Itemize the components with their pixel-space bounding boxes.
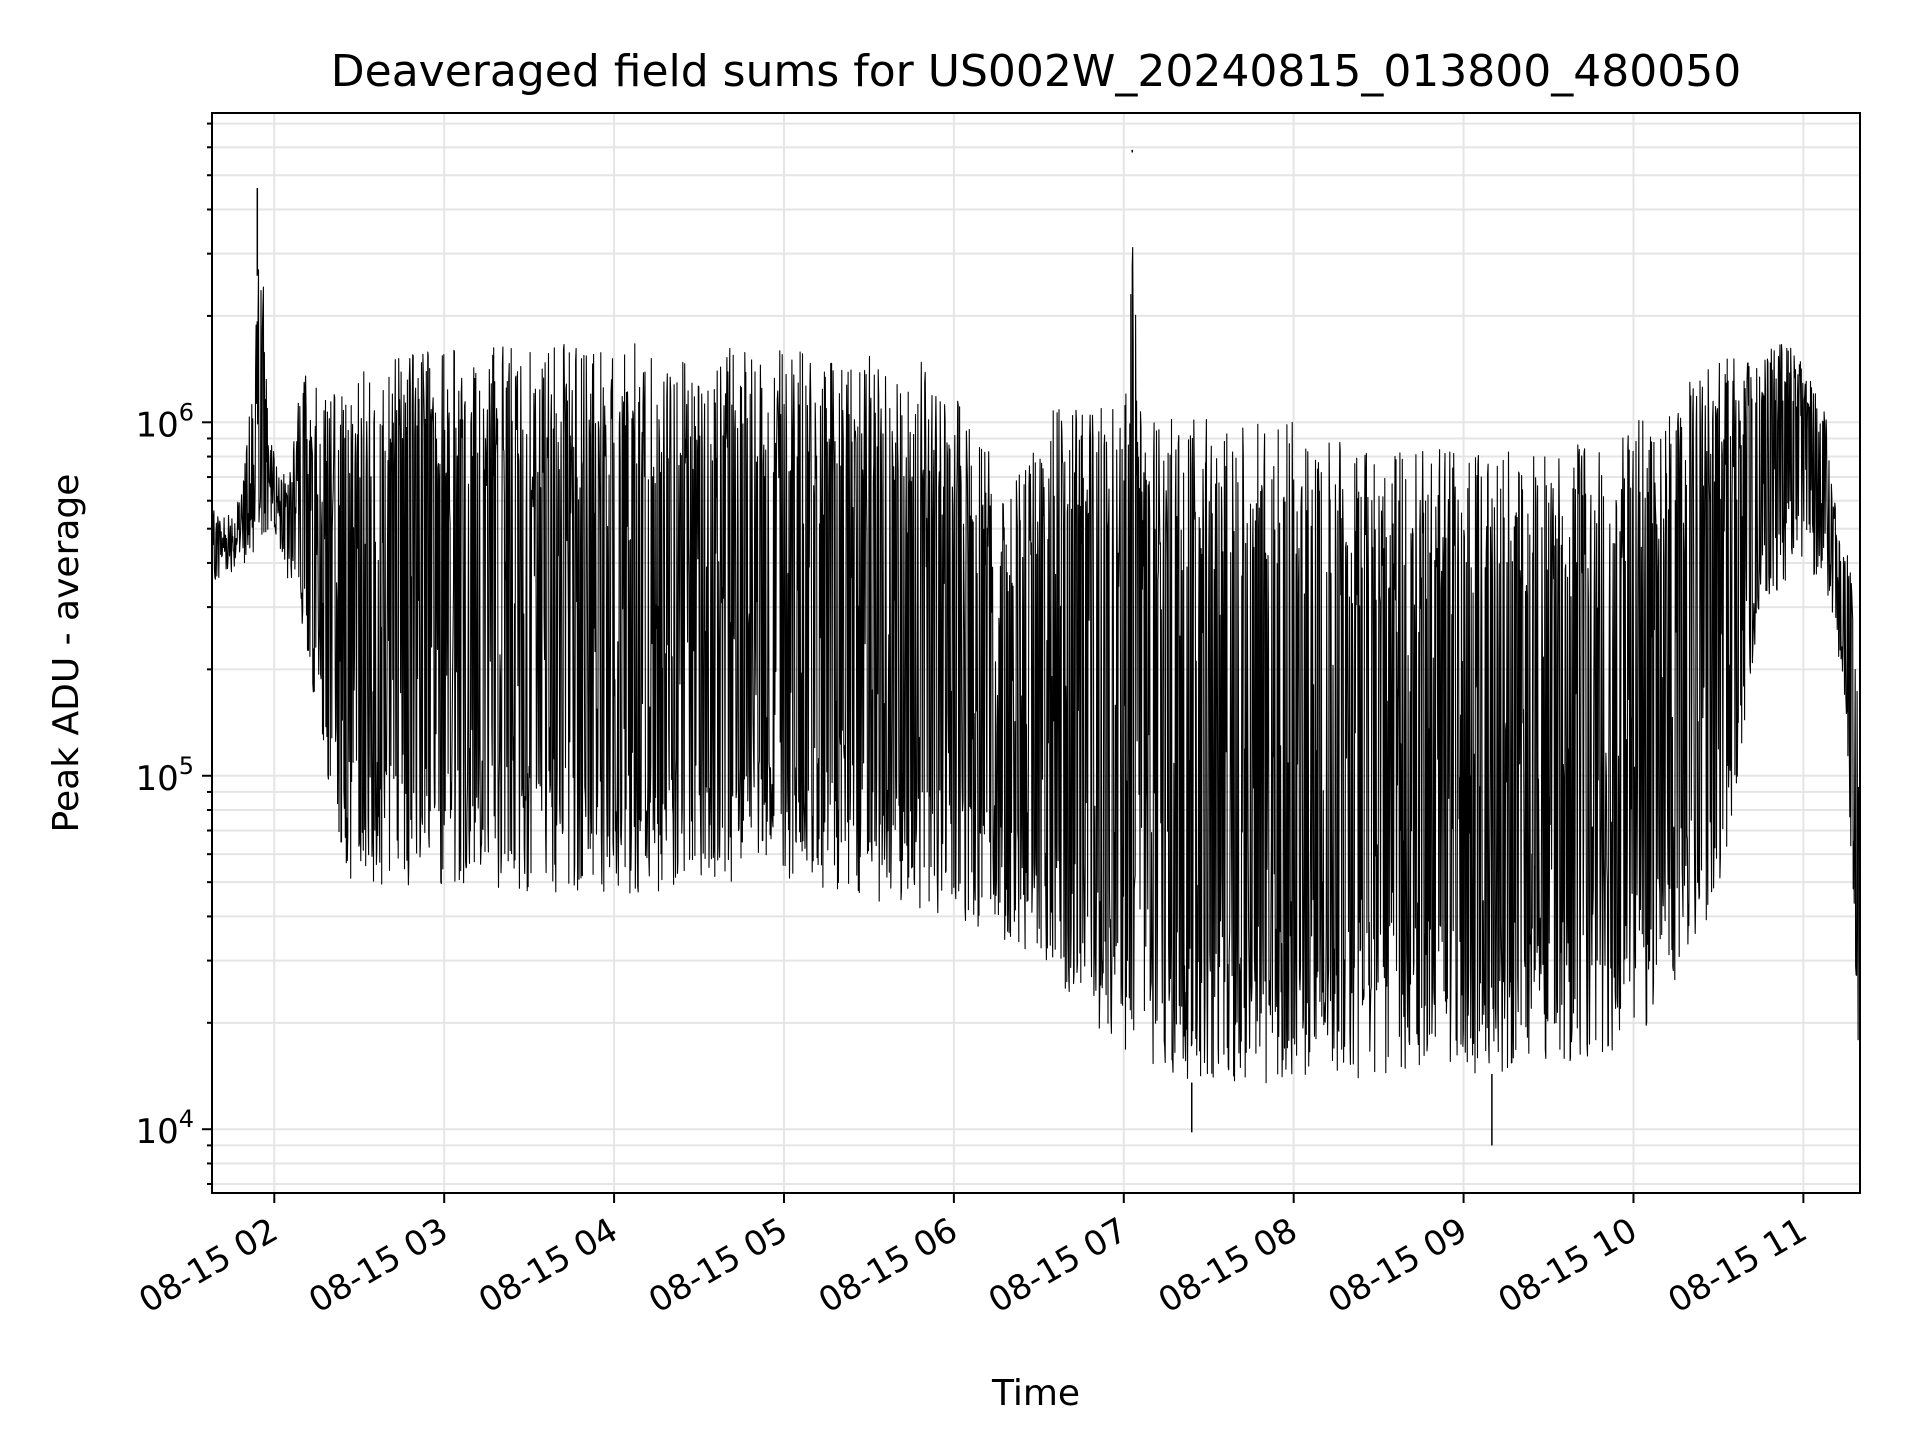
chart-title: Deaveraged field sums for US002W_2024081… — [331, 46, 1742, 97]
series-line — [211, 246, 1861, 1084]
y-tick-label: 104 — [135, 1105, 194, 1152]
x-axis-label: Time — [991, 1373, 1080, 1414]
y-tick-label: 105 — [135, 752, 194, 799]
data-layer — [211, 149, 1861, 1146]
plot-frame — [211, 112, 1861, 1194]
y-tick-label: 106 — [135, 398, 194, 445]
y-axis-label: Peak ADU - average — [46, 474, 87, 833]
